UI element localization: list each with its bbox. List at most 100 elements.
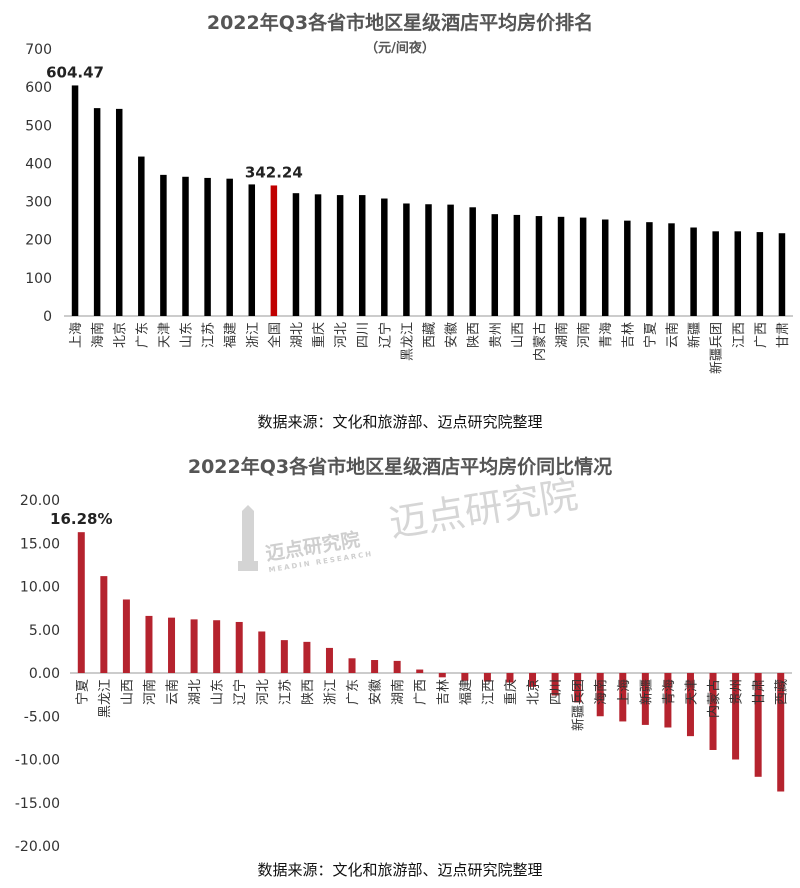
y-tick-label: 700 bbox=[25, 42, 52, 58]
x-tick-label: 贵州 bbox=[489, 322, 504, 348]
bar bbox=[358, 195, 366, 316]
y-tick-label: 0 bbox=[43, 309, 52, 325]
x-tick-label: 陕西 bbox=[301, 679, 316, 705]
x-tick-label: 上海 bbox=[69, 322, 84, 348]
bar bbox=[756, 232, 764, 316]
x-tick-label: 江苏 bbox=[201, 322, 217, 348]
y-tick-label: 0.00 bbox=[29, 666, 60, 682]
x-tick-label: 重庆 bbox=[503, 679, 519, 705]
bar bbox=[381, 198, 388, 316]
x-tick-label: 新疆兵团 bbox=[709, 322, 725, 374]
x-tick-label: 浙江 bbox=[323, 679, 338, 705]
bar bbox=[574, 673, 582, 703]
bar bbox=[160, 174, 167, 316]
x-tick-label: 吉林 bbox=[436, 679, 451, 705]
x-tick-label: 辽宁 bbox=[232, 679, 248, 705]
bar bbox=[122, 599, 130, 673]
bar bbox=[447, 204, 454, 316]
x-tick-label: 辽宁 bbox=[377, 322, 393, 348]
bar bbox=[393, 660, 401, 673]
bar bbox=[732, 673, 740, 760]
bar bbox=[668, 223, 675, 316]
bar bbox=[529, 673, 537, 687]
bar bbox=[280, 640, 288, 673]
bar bbox=[425, 204, 432, 316]
bar bbox=[93, 108, 101, 316]
x-tick-label: 宁夏 bbox=[74, 679, 90, 705]
x-tick-label: 湖北 bbox=[290, 322, 305, 348]
chart1-title: 2022年Q3各省市地区星级酒店平均房价排名 bbox=[206, 12, 594, 34]
bar bbox=[709, 673, 717, 750]
x-tick-label: 山西 bbox=[120, 679, 135, 705]
bar bbox=[664, 673, 672, 728]
bar bbox=[182, 176, 189, 316]
x-tick-label: 山东 bbox=[211, 679, 226, 705]
x-tick-label: 广东 bbox=[135, 322, 150, 348]
x-tick-label: 重庆 bbox=[311, 322, 327, 348]
bar bbox=[601, 219, 609, 316]
x-tick-label: 内蒙古 bbox=[706, 679, 722, 718]
y-tick-label: 5.00 bbox=[29, 623, 60, 639]
bar bbox=[596, 673, 604, 717]
x-tick-label: 陕西 bbox=[467, 322, 482, 348]
x-tick-label: 甘肃 bbox=[776, 322, 791, 348]
bar bbox=[270, 185, 278, 316]
bar bbox=[403, 203, 410, 316]
x-tick-label: 广西 bbox=[414, 679, 429, 705]
x-tick-label: 安徽 bbox=[369, 679, 384, 705]
bar bbox=[777, 673, 785, 792]
x-tick-label: 天津 bbox=[157, 322, 172, 348]
bar bbox=[551, 673, 559, 696]
chart1-source: 数据来源：文化和旅游部、迈点研究院整理 bbox=[257, 413, 543, 431]
x-tick-label: 湖北 bbox=[188, 679, 203, 705]
chart1-plot: 0 100 200 300 400 500 600 700 上海 海南 北京 广东 天津 山东 江苏 福建 浙江… bbox=[25, 42, 793, 374]
bar bbox=[258, 631, 266, 673]
y-tick-label: 15.00 bbox=[20, 536, 60, 552]
x-tick-label: 四川 bbox=[549, 679, 564, 705]
x-tick-label: 吉林 bbox=[621, 322, 636, 348]
bar bbox=[513, 214, 521, 316]
bar bbox=[557, 216, 565, 316]
y-tick-label: 20.00 bbox=[20, 493, 60, 509]
x-tick-label: 上海 bbox=[617, 679, 632, 705]
bar bbox=[646, 222, 653, 316]
data-label: 342.24 bbox=[245, 163, 303, 181]
x-tick-label: 广西 bbox=[754, 322, 769, 348]
x-tick-label: 黑龙江 bbox=[98, 679, 113, 718]
chart2-title: 2022年Q3各省市地区星级酒店平均房价同比情况 bbox=[187, 456, 613, 478]
y-tick-label: -10.00 bbox=[15, 753, 60, 769]
bar bbox=[535, 216, 543, 316]
y-tick-label: 400 bbox=[25, 156, 52, 172]
bar bbox=[506, 673, 514, 683]
x-tick-label: 贵州 bbox=[730, 679, 745, 705]
bar bbox=[204, 177, 211, 316]
x-tick-label: 黑龙江 bbox=[400, 322, 415, 361]
watermark-logo-icon bbox=[233, 505, 263, 575]
bar bbox=[314, 194, 322, 316]
x-tick-label: 海南 bbox=[90, 322, 106, 348]
x-tick-label: 宁夏 bbox=[642, 322, 658, 348]
x-tick-label: 河南 bbox=[142, 679, 158, 705]
chart1-subtitle: （元/间夜） bbox=[365, 41, 435, 56]
x-tick-label: 云南 bbox=[165, 679, 181, 705]
x-tick-label: 新疆兵团 bbox=[571, 679, 587, 731]
x-tick-label: 安徽 bbox=[445, 322, 460, 348]
x-tick-label: 山东 bbox=[180, 322, 195, 348]
bar bbox=[491, 214, 499, 316]
bar bbox=[71, 85, 79, 317]
y-tick-label: -5.00 bbox=[24, 709, 60, 725]
bar bbox=[348, 658, 356, 673]
x-tick-label: 福建 bbox=[224, 322, 239, 348]
y-tick-label: 100 bbox=[25, 271, 52, 287]
bar bbox=[754, 673, 762, 777]
x-tick-label: 浙江 bbox=[246, 322, 261, 348]
x-tick-label: 山西 bbox=[511, 322, 526, 348]
bar bbox=[248, 184, 256, 316]
bar bbox=[641, 673, 649, 725]
y-tick-label: 600 bbox=[25, 80, 52, 96]
x-tick-label: 四川 bbox=[356, 322, 371, 348]
x-tick-label: 新疆 bbox=[687, 322, 703, 348]
bar bbox=[778, 233, 786, 316]
bar bbox=[226, 178, 233, 316]
bar bbox=[579, 217, 587, 316]
